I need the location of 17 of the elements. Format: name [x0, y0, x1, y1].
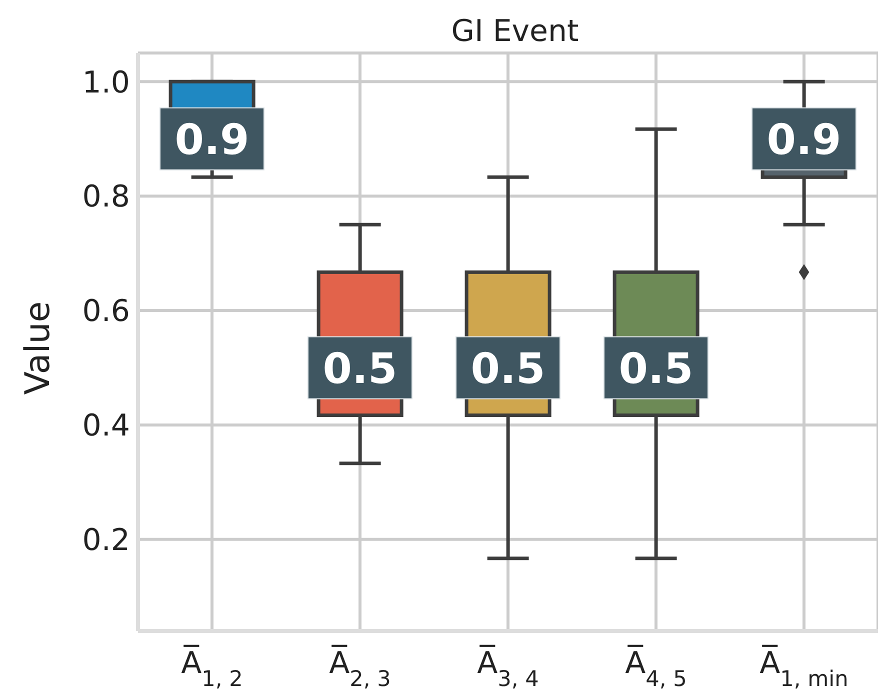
annotation: 0.5: [322, 344, 398, 393]
x-tick-label: A̅$_{1, min}$: [760, 644, 848, 692]
x-tick-label: A̅$_{2, 3}$: [329, 644, 391, 692]
y-tick-label: 1.0: [82, 65, 130, 100]
x-tick-label: A̅$_{3, 4}$: [477, 644, 539, 692]
y-tick-label: 0.6: [82, 294, 130, 330]
annotation: 0.9: [766, 114, 842, 164]
annotation: 0.5: [470, 344, 546, 393]
y-tick-label: 0.2: [82, 523, 130, 558]
annotation: 0.5: [618, 344, 694, 393]
y-axis-title: Value: [18, 300, 58, 397]
x-tick-label: A̅$_{4, 5}$: [625, 644, 687, 692]
chart-title: GI Event: [450, 14, 580, 49]
y-tick-label: 0.8: [82, 180, 130, 215]
x-tick-label: A̅$_{1, 2}$: [181, 644, 243, 692]
annotation: 0.9: [174, 114, 250, 164]
y-tick-label: 0.4: [82, 408, 130, 444]
